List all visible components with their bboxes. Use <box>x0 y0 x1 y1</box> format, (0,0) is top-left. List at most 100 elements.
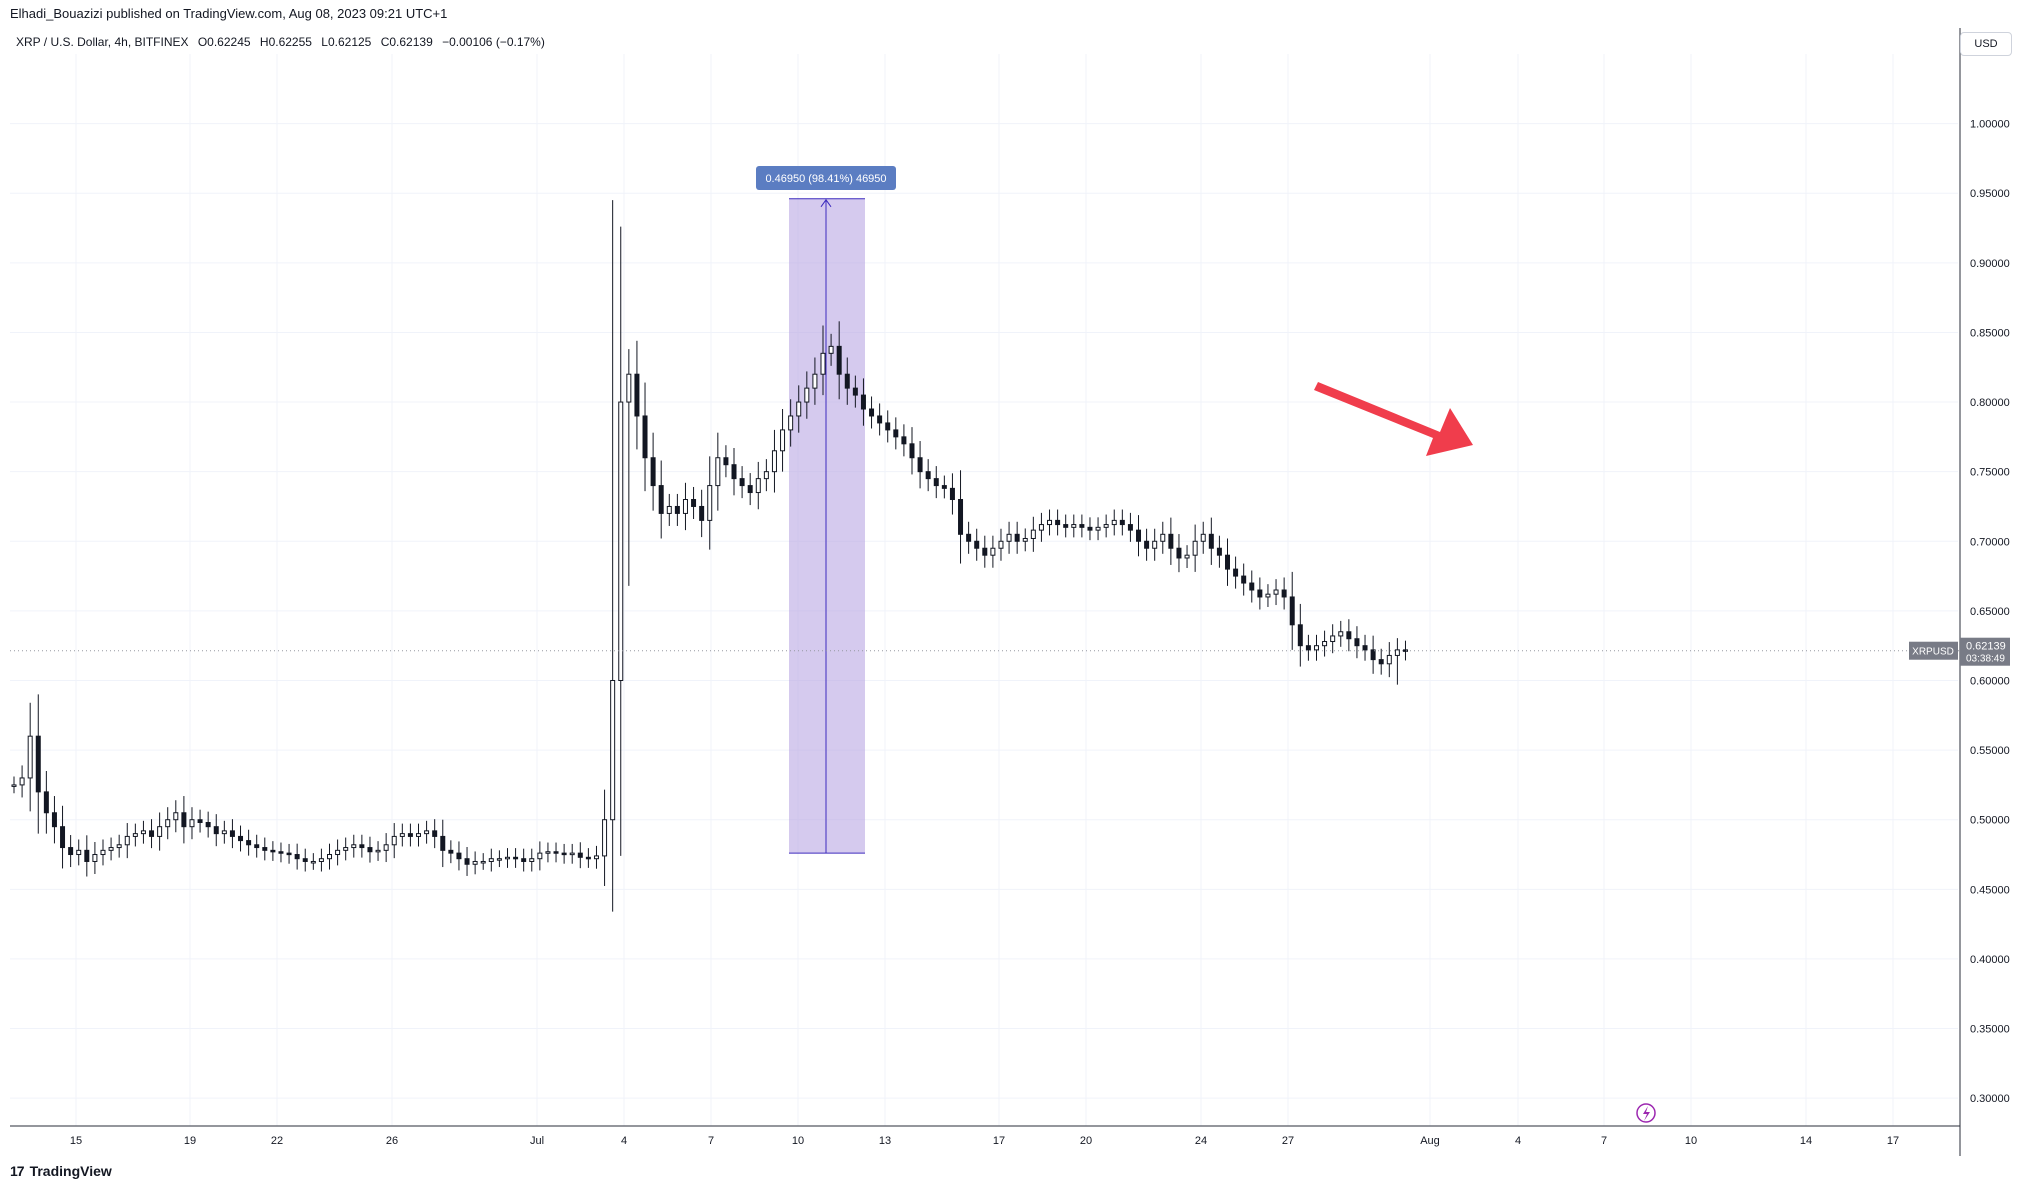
candle-body[interactable] <box>343 847 349 851</box>
candle-body[interactable] <box>496 858 502 861</box>
candle-body[interactable] <box>213 826 219 835</box>
candle-body[interactable] <box>43 791 49 814</box>
candle-body[interactable] <box>731 464 737 480</box>
candle-body[interactable] <box>335 849 341 856</box>
candle-body[interactable] <box>610 679 616 821</box>
candle-body[interactable] <box>1281 589 1287 598</box>
candle-body[interactable] <box>545 851 551 854</box>
candle-body[interactable] <box>472 860 478 865</box>
candle-body[interactable] <box>1152 540 1158 549</box>
candle-body[interactable] <box>270 849 276 853</box>
candle-body[interactable] <box>1330 635 1336 643</box>
candle-body[interactable] <box>626 373 632 403</box>
candle-body[interactable] <box>100 849 106 856</box>
candle-body[interactable] <box>1338 631 1344 637</box>
candle-body[interactable] <box>181 812 187 828</box>
candle-body[interactable] <box>1225 554 1230 570</box>
candle-body[interactable] <box>618 401 624 681</box>
candle-body[interactable] <box>763 471 769 480</box>
candle-body[interactable] <box>60 826 66 849</box>
candle-body[interactable] <box>682 499 688 514</box>
candle-body[interactable] <box>1168 533 1174 549</box>
candle-body[interactable] <box>1322 641 1328 647</box>
candle-body[interactable] <box>407 833 413 837</box>
candle-body[interactable] <box>820 352 826 375</box>
candle-body[interactable] <box>68 847 74 856</box>
candle-body[interactable] <box>391 835 397 846</box>
candle-body[interactable] <box>561 852 567 856</box>
candle-body[interactable] <box>1144 540 1150 549</box>
candle-body[interactable] <box>229 830 235 837</box>
candle-body[interactable] <box>537 852 543 860</box>
candle-body[interactable] <box>691 499 697 507</box>
flash-circle-icon[interactable] <box>1636 1103 1656 1123</box>
candle-body[interactable] <box>1014 533 1020 542</box>
candle-body[interactable] <box>893 429 899 438</box>
candle-body[interactable] <box>51 812 57 828</box>
candle-body[interactable] <box>383 844 389 851</box>
candle-body[interactable] <box>658 485 664 514</box>
candle-body[interactable] <box>246 840 252 846</box>
candle-body[interactable] <box>715 457 721 487</box>
candle-body[interactable] <box>1362 645 1368 651</box>
candle-body[interactable] <box>925 471 931 480</box>
candle-body[interactable] <box>1184 554 1190 559</box>
candle-body[interactable] <box>262 847 268 851</box>
candle-body[interactable] <box>521 858 527 862</box>
candle-body[interactable] <box>1346 631 1352 640</box>
candle-body[interactable] <box>553 851 559 854</box>
candle-body[interactable] <box>1071 524 1077 528</box>
candle-body[interactable] <box>1047 519 1053 526</box>
candle-body[interactable] <box>1063 524 1069 528</box>
candle-body[interactable] <box>448 849 454 854</box>
candle-body[interactable] <box>974 540 980 549</box>
candle-body[interactable] <box>1265 593 1271 598</box>
candle-body[interactable] <box>1257 589 1263 598</box>
candle-body[interactable] <box>1176 547 1182 559</box>
candle-body[interactable] <box>828 345 834 354</box>
candle-body[interactable] <box>254 844 260 849</box>
candle-body[interactable] <box>165 819 171 828</box>
candle-body[interactable] <box>966 533 972 542</box>
candle-body[interactable] <box>1022 537 1028 542</box>
candle-body[interactable] <box>860 394 866 410</box>
candle-body[interactable] <box>399 833 405 837</box>
candle-body[interactable] <box>885 422 891 431</box>
candle-body[interactable] <box>1273 589 1279 595</box>
candle-body[interactable] <box>877 415 883 424</box>
candle-body[interactable] <box>933 478 939 487</box>
currency-selector[interactable]: USD <box>1960 32 2012 56</box>
candle-body[interactable] <box>221 830 227 835</box>
candle-body[interactable] <box>747 485 753 494</box>
candle-body[interactable] <box>116 844 122 849</box>
candle-body[interactable] <box>327 854 333 860</box>
candle-body[interactable] <box>771 450 777 473</box>
candle-body[interactable] <box>812 373 818 389</box>
candle-body[interactable] <box>577 852 583 858</box>
candle-body[interactable] <box>189 819 195 828</box>
candle-body[interactable] <box>76 849 82 856</box>
candle-body[interactable] <box>723 457 729 466</box>
candle-body[interactable] <box>788 415 794 431</box>
candle-body[interactable] <box>1006 533 1012 542</box>
candle-body[interactable] <box>1030 529 1036 539</box>
candle-body[interactable] <box>909 443 915 459</box>
candle-body[interactable] <box>982 547 988 556</box>
candle-body[interactable] <box>302 858 308 862</box>
candle-body[interactable] <box>529 858 535 862</box>
candle-body[interactable] <box>149 830 155 837</box>
candle-body[interactable] <box>949 487 955 501</box>
candle-body[interactable] <box>318 858 324 862</box>
candle-body[interactable] <box>1136 529 1142 542</box>
candle-body[interactable] <box>739 478 745 487</box>
candle-body[interactable] <box>205 821 211 828</box>
candle-body[interactable] <box>456 852 462 860</box>
candle-body[interactable] <box>699 505 705 521</box>
candle-body[interactable] <box>286 852 292 856</box>
candle-body[interactable] <box>1313 645 1319 651</box>
candle-body[interactable] <box>1305 645 1311 651</box>
candle-body[interactable] <box>1378 659 1384 665</box>
candle-body[interactable] <box>1354 638 1360 647</box>
candle-body[interactable] <box>351 844 357 849</box>
